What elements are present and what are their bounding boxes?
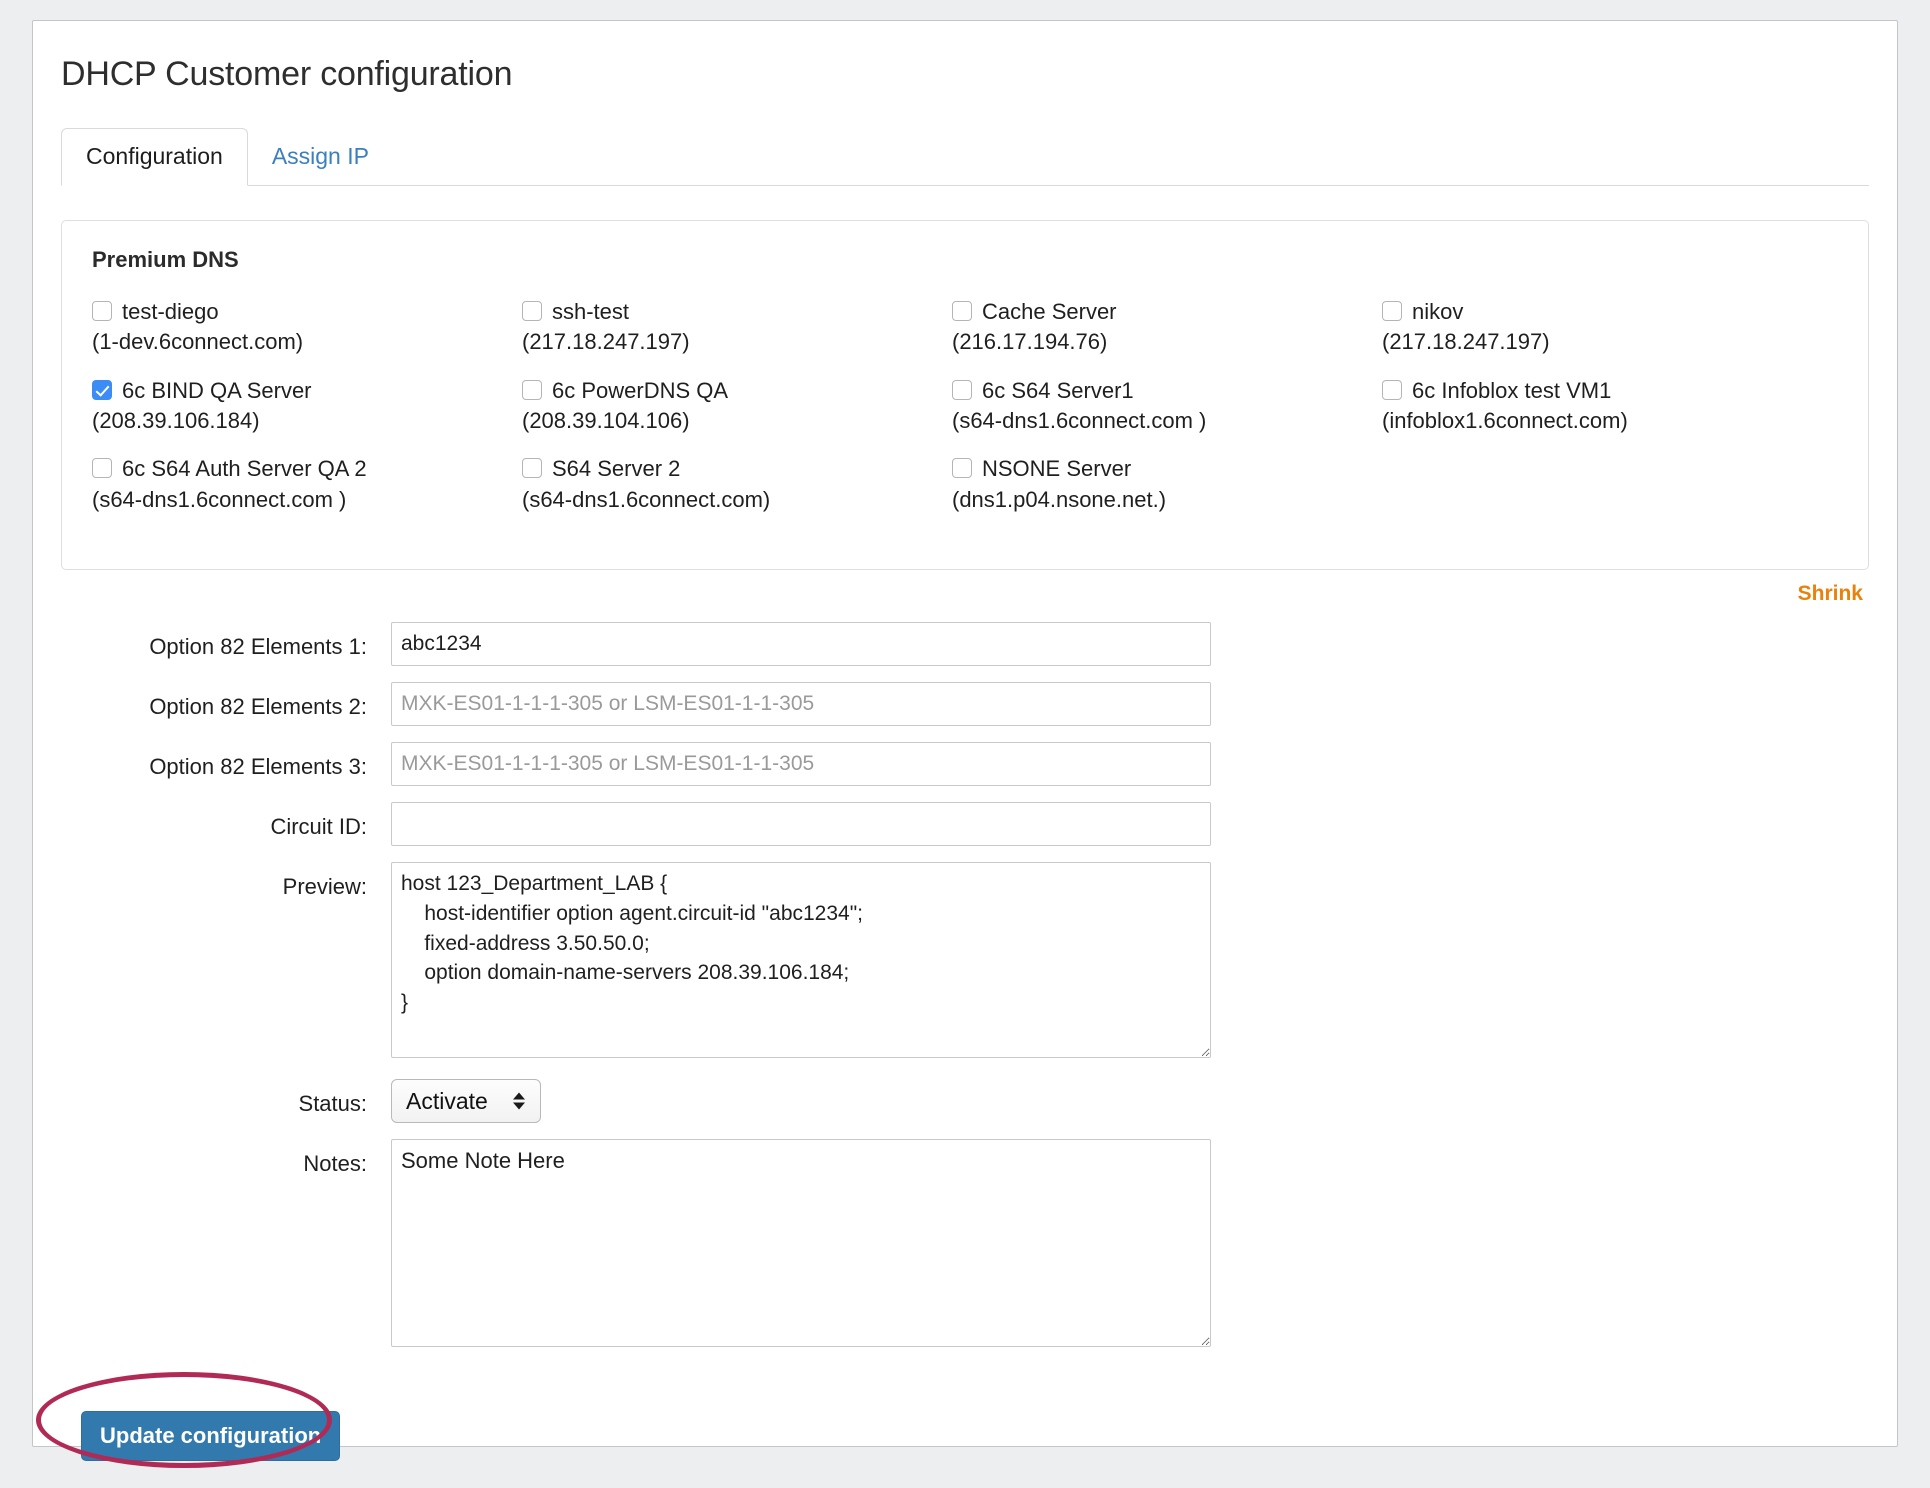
shrink-row: Shrink [33,582,1863,606]
dns-server-checkbox[interactable] [952,458,972,479]
dns-server-name[interactable]: NSONE Server [982,456,1132,482]
dns-server-host: (216.17.194.76) [952,329,1108,355]
tab-configuration[interactable]: Configuration [61,128,248,186]
dns-server-row: 6c Infoblox test VM1 [1382,376,1838,406]
dns-server-item: 6c BIND QA Server (208.39.106.184) [92,376,522,437]
premium-dns-heading: Premium DNS [92,247,239,272]
option82-3-input[interactable] [391,742,1211,786]
option82-1-label: Option 82 Elements 1: [149,634,367,659]
dns-server-item: 6c Infoblox test VM1 (infoblox1.6connect.… [1382,376,1838,437]
dns-server-host: (208.39.104.106) [522,408,690,434]
dns-server-checkbox[interactable] [522,458,542,479]
dns-server-row: S64 Server 2 [522,454,952,484]
option82-2-input[interactable] [391,682,1211,726]
dns-server-checkbox[interactable] [1382,379,1402,400]
dns-server-row: 6c PowerDNS QA [522,376,952,406]
tab-assign-ip[interactable]: Assign IP [271,143,369,169]
dns-server-host: (217.18.247.197) [1382,329,1550,355]
dns-server-name[interactable]: test-diego [122,299,219,324]
dns-server-name[interactable]: 6c S64 Auth Server QA 2 [122,456,367,482]
field-row-notes: Notes: [61,1139,1869,1352]
option82-1-input[interactable] [391,622,1211,666]
dns-server-name[interactable]: S64 Server 2 [552,456,681,482]
page-title: DHCP Customer configuration [61,55,513,93]
dns-server-checkbox[interactable] [952,379,972,400]
dns-server-row: Cache Server [952,297,1382,327]
dns-server-row: test-diego [92,297,522,327]
tab-bar: Configuration Assign IP [61,128,1869,186]
dns-server-checkbox[interactable] [522,301,542,321]
dns-server-item: 6c S64 Auth Server QA 2 (s64-dns1.6connec… [92,454,522,515]
field-row-option82-2: Option 82 Elements 2: [61,682,1869,726]
dns-server-checkbox[interactable] [92,301,112,321]
option82-2-label: Option 82 Elements 2: [149,694,367,719]
dns-server-checkbox[interactable] [92,379,112,400]
dns-server-name[interactable]: 6c Infoblox test VM1 [1412,377,1612,403]
status-select-wrapper: Activate [391,1079,541,1123]
dns-server-name[interactable]: nikov [1412,299,1464,324]
dhcp-config-card: DHCP Customer configuration Configuratio… [32,20,1898,1461]
notes-label: Notes: [303,1151,367,1176]
field-row-option82-3: Option 82 Elements 3: [61,742,1869,786]
dns-server-item: 6c S64 Server1 (s64-dns1.6connect.com ) [952,376,1382,437]
dns-server-host: (1-dev.6connect.com) [92,329,304,355]
update-configuration-button[interactable]: Update configuration [81,1411,341,1461]
dns-server-checkbox[interactable] [92,458,112,479]
dns-server-row: 6c S64 Server1 [952,376,1382,406]
dns-server-host: (s64-dns1.6connect.com ) [92,486,347,512]
dns-server-host: (s64-dns1.6connect.com) [522,486,771,512]
dns-server-row: ssh-test [522,297,952,327]
field-row-option82-1: Option 82 Elements 1: [61,622,1869,666]
dns-server-item: test-diego (1-dev.6connect.com) [92,297,522,358]
dns-server-host: (208.39.106.184) [92,408,260,434]
dns-server-name[interactable]: 6c BIND QA Server [122,377,312,403]
dns-server-item: S64 Server 2 (s64-dns1.6connect.com) [522,454,952,515]
premium-dns-grid: test-diego (1-dev.6connect.com) ssh-test (2… [92,297,1838,515]
dns-server-row: 6c BIND QA Server [92,376,522,406]
field-row-status: Status: Activate [61,1079,1869,1123]
dns-server-host: (217.18.247.197) [522,329,690,355]
field-row-preview: Preview: [61,862,1869,1063]
submit-row: Update configuration [81,1411,341,1461]
dns-server-host: (dns1.p04.nsone.net.) [952,486,1167,512]
dns-server-item: 6c PowerDNS QA (208.39.104.106) [522,376,952,437]
dns-server-item: nikov (217.18.247.197) [1382,297,1838,358]
preview-textarea[interactable] [391,862,1211,1058]
shrink-link[interactable]: Shrink [1797,582,1863,605]
dns-server-name[interactable]: 6c S64 Server1 [982,377,1134,403]
dns-server-item: NSONE Server (dns1.p04.nsone.net.) [952,454,1382,515]
preview-label: Preview: [282,874,367,899]
dns-server-row: nikov [1382,297,1838,327]
status-label: Status: [298,1091,367,1116]
dns-server-name[interactable]: 6c PowerDNS QA [552,377,729,403]
dns-server-item: ssh-test (217.18.247.197) [522,297,952,358]
dns-server-row: NSONE Server [952,454,1382,484]
dns-server-host: (s64-dns1.6connect.com ) [952,408,1207,434]
configuration-form: Option 82 Elements 1: Option 82 Elements… [33,622,1897,1352]
dns-server-checkbox[interactable] [952,301,972,321]
dns-server-host: (infoblox1.6connect.com) [1382,408,1628,434]
dns-server-checkbox[interactable] [522,379,542,400]
dns-server-name[interactable]: ssh-test [552,299,630,324]
dns-server-name[interactable]: Cache Server [982,299,1117,324]
circuit-id-input[interactable] [391,802,1211,846]
dns-server-checkbox[interactable] [1382,301,1402,321]
premium-dns-panel: Premium DNS test-diego (1-dev.6connect.co… [61,220,1869,570]
dns-server-row: 6c S64 Auth Server QA 2 [92,454,522,484]
field-row-circuit-id: Circuit ID: [61,802,1869,846]
status-select[interactable]: Activate [391,1079,541,1123]
circuit-id-label: Circuit ID: [270,814,367,839]
option82-3-label: Option 82 Elements 3: [149,754,367,779]
dns-server-item: Cache Server (216.17.194.76) [952,297,1382,358]
notes-textarea[interactable] [391,1139,1211,1347]
